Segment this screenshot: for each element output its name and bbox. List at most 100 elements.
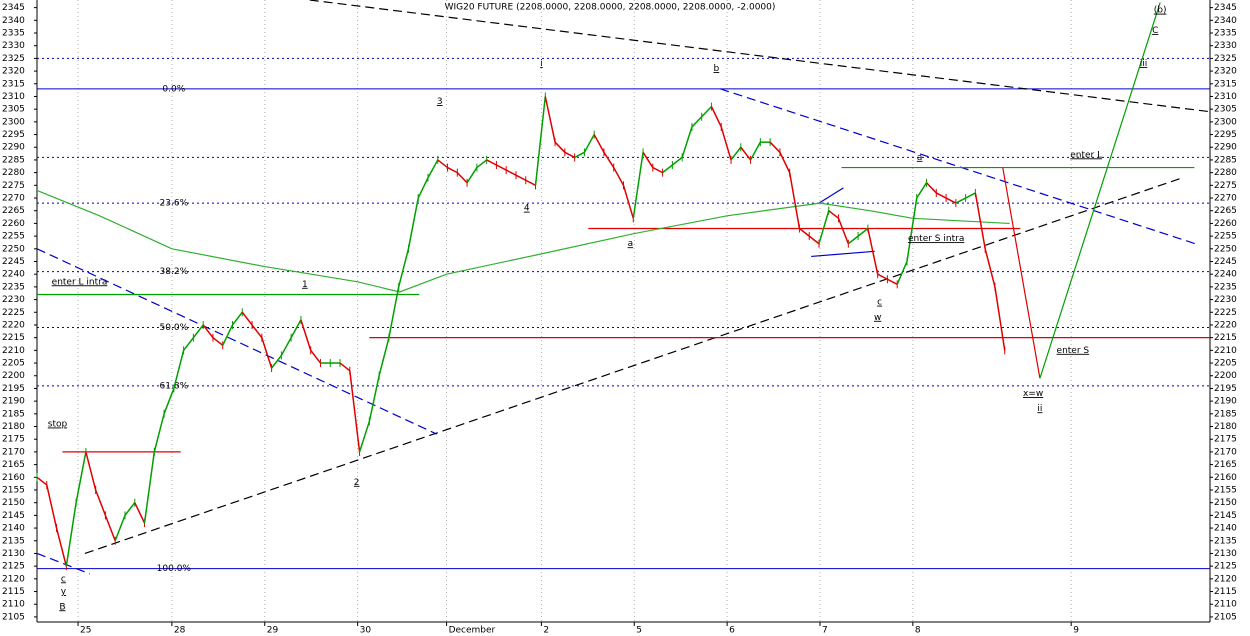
price-segment	[720, 126, 732, 161]
y-tick-label-left: 2210	[2, 346, 25, 356]
y-tick-label-left: 2185	[2, 409, 25, 419]
price-segment	[574, 151, 585, 159]
price-segment	[887, 278, 898, 286]
price-segment	[564, 151, 575, 159]
y-tick-label-right: 2300	[1214, 117, 1237, 127]
annotation: enter S intra	[908, 234, 964, 244]
y-tick-label-left: 2345	[2, 3, 25, 13]
price-segment	[730, 146, 742, 161]
trend-line	[1002, 167, 1041, 379]
x-tick-label: 9	[1073, 626, 1079, 636]
annotation: x=w	[1023, 389, 1043, 399]
y-tick-label-left: 2150	[2, 498, 25, 508]
annotation: enter L	[1070, 150, 1102, 160]
y-tick-label-left: 2230	[2, 295, 25, 305]
annotation: a	[628, 239, 634, 249]
price-segment	[378, 337, 390, 376]
annotation: stop	[48, 419, 68, 429]
y-tick-label-right: 2155	[1214, 485, 1237, 495]
y-tick-label-right: 2210	[1214, 346, 1237, 356]
y-tick-label-left: 2115	[2, 587, 25, 597]
price-segment	[46, 484, 58, 529]
price-segment	[496, 164, 507, 171]
price-segment	[632, 152, 644, 219]
price-segment	[280, 337, 292, 356]
y-tick-label-left: 2255	[2, 232, 25, 242]
price-segment	[544, 96, 556, 143]
y-tick-label-left: 2130	[2, 549, 25, 559]
price-segment	[261, 337, 273, 369]
trend-line	[811, 250, 875, 258]
price-segment	[358, 421, 371, 453]
annotation: iii	[1140, 59, 1148, 69]
price-segment	[652, 166, 663, 174]
y-tick-label-left: 2310	[2, 92, 25, 102]
y-tick-label-left: 2240	[2, 270, 25, 280]
y-tick-label-right: 2285	[1214, 155, 1237, 165]
y-tick-label-left: 2295	[2, 130, 25, 140]
price-segment	[984, 248, 996, 288]
y-tick-label-left: 2160	[2, 473, 25, 483]
price-segment	[945, 197, 957, 204]
price-segment	[965, 192, 976, 199]
price-segment	[134, 502, 146, 524]
y-tick-label-right: 2125	[1214, 562, 1237, 572]
price-segment	[143, 451, 156, 524]
price-segment	[427, 159, 439, 179]
y-tick-label-left: 2215	[2, 333, 25, 343]
price-segment	[613, 167, 625, 186]
price-segment	[75, 451, 87, 503]
y-tick-label-right: 2170	[1214, 447, 1237, 457]
price-segment	[710, 106, 722, 128]
y-tick-label-right: 2260	[1214, 219, 1237, 229]
y-tick-label-right: 2180	[1214, 422, 1237, 432]
annotation: b	[714, 64, 720, 74]
price-segment	[85, 451, 97, 491]
price-segment	[212, 337, 224, 346]
x-tick-label: 8	[915, 626, 921, 636]
y-tick-label-left: 2205	[2, 359, 25, 369]
y-tick-label-right: 2240	[1214, 270, 1237, 280]
y-tick-label-left: 2190	[2, 397, 25, 407]
x-tick-label: 2	[543, 626, 549, 636]
price-segment	[769, 141, 781, 153]
y-tick-label-left: 2175	[2, 435, 25, 445]
y-tick-label-left: 2260	[2, 219, 25, 229]
price-segment	[877, 273, 888, 280]
y-tick-label-left: 2315	[2, 79, 25, 89]
annotation: 2	[354, 478, 360, 488]
y-tick-label-right: 2275	[1214, 181, 1237, 191]
x-tick-label: 29	[267, 626, 279, 636]
x-tick-label: 5	[636, 626, 642, 636]
level-label: 100.0%	[157, 564, 192, 574]
price-segment	[407, 197, 419, 249]
annotation: c	[61, 574, 66, 584]
y-tick-label-left: 2285	[2, 155, 25, 165]
price-segment	[183, 337, 194, 351]
price-segment	[505, 169, 517, 176]
y-tick-label-left: 2145	[2, 511, 25, 521]
y-tick-label-right: 2310	[1214, 92, 1237, 102]
price-segment	[798, 227, 810, 237]
price-segment	[847, 235, 859, 245]
price-segment	[486, 159, 497, 166]
y-tick-label-right: 2225	[1214, 308, 1237, 318]
y-tick-label-left: 2110	[2, 600, 25, 610]
annotation: 3	[437, 97, 443, 107]
price-segment	[740, 146, 752, 161]
price-segment	[55, 527, 68, 567]
price-segment	[916, 182, 928, 199]
price-segment	[173, 350, 185, 389]
annotation: enter S	[1057, 346, 1090, 356]
price-segment	[447, 166, 458, 174]
y-tick-label-right: 2325	[1214, 54, 1237, 64]
y-tick-label-left: 2320	[2, 67, 25, 77]
y-tick-label-right: 2315	[1214, 79, 1237, 89]
y-tick-label-left: 2340	[2, 16, 25, 26]
y-tick-label-right: 2340	[1214, 16, 1237, 26]
y-tick-label-right: 2150	[1214, 498, 1237, 508]
price-segment	[583, 134, 595, 153]
price-segment	[397, 248, 410, 288]
y-tick-label-left: 2170	[2, 447, 25, 457]
